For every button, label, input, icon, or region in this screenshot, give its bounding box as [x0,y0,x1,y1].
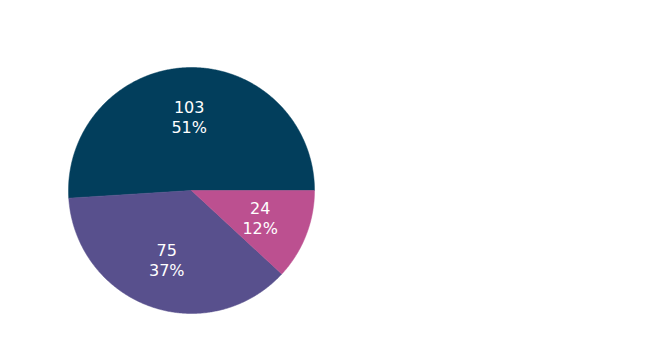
svg-text:10351%: 10351% [171,98,207,137]
svg-text:7537%: 7537% [149,241,185,280]
svg-text:2412%: 2412% [242,199,278,238]
